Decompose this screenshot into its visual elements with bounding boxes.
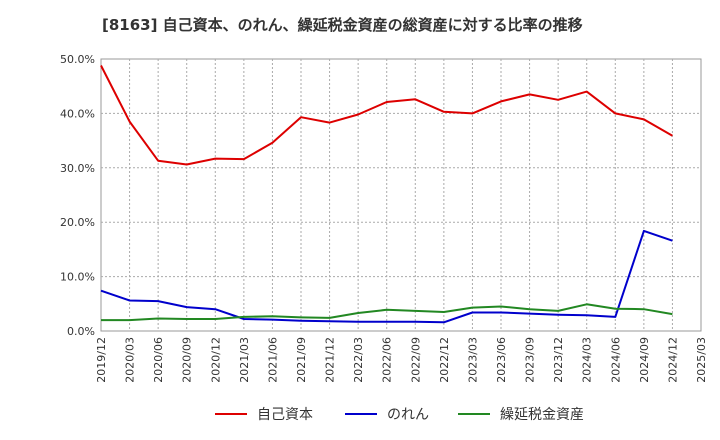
x-tick-label: 2022/03 <box>352 337 365 383</box>
legend: 自己資本 のれん 繰延税金資産 <box>215 407 584 423</box>
y-tick-label: 40.0% <box>60 107 95 120</box>
x-tick-label: 2021/06 <box>266 337 279 383</box>
grid-lines <box>101 59 701 331</box>
plot-area <box>100 58 702 332</box>
x-tick-label: 2024/06 <box>609 337 622 383</box>
x-tick-label: 2023/03 <box>466 337 479 383</box>
x-tick-label: 2024/12 <box>666 337 679 383</box>
legend-label: のれん <box>387 407 429 423</box>
y-tick-label: 0.0% <box>67 325 95 338</box>
y-tick-label: 10.0% <box>60 271 95 284</box>
x-tick-label: 2020/09 <box>181 337 194 383</box>
series-line <box>101 303 673 322</box>
y-tick-label: 20.0% <box>60 216 95 229</box>
axes: 0.0% 10.0% 20.0% 30.0% 40.0% 50.0% 2019/12 2020… <box>60 53 708 383</box>
x-tick-label: 2023/06 <box>495 337 508 383</box>
x-tick-label: 2023/12 <box>552 337 565 383</box>
legend-label: 自己資本 <box>257 407 313 423</box>
x-tick-label: 2024/09 <box>638 337 651 383</box>
x-tick-label: 2020/12 <box>209 337 222 383</box>
x-tick-label: 2022/12 <box>438 337 451 383</box>
y-tick-label: 30.0% <box>60 162 95 175</box>
x-tick-label: 2022/06 <box>381 337 394 383</box>
legend-label: 繰延税金資産 <box>500 407 584 423</box>
series-lines <box>100 65 673 324</box>
x-tick-label: 2019/12 <box>95 337 108 383</box>
x-tick-label: 2021/09 <box>295 337 308 383</box>
x-tick-label: 2024/03 <box>581 337 594 383</box>
x-tick-label: 2021/12 <box>324 337 337 383</box>
series-line <box>100 229 673 324</box>
series-line <box>100 65 673 166</box>
x-tick-label: 2025/03 <box>695 337 708 383</box>
x-tick-label: 2021/03 <box>238 337 251 383</box>
chart-title: [8163] 自己資本、のれん、繰延税金資産の総資産に対する比率の推移 <box>102 16 583 34</box>
x-tick-label: 2023/09 <box>524 337 537 383</box>
x-tick-label: 2020/03 <box>124 337 137 383</box>
y-tick-label: 50.0% <box>60 53 95 66</box>
x-tick-label: 2020/06 <box>152 337 165 383</box>
x-tick-label: 2022/09 <box>409 337 422 383</box>
